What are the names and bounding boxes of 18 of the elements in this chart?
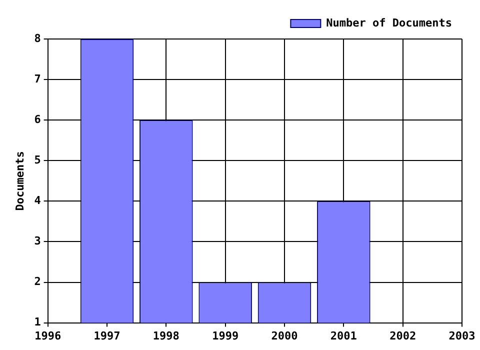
x-tick-label: 1998: [152, 329, 180, 342]
x-tick-label: 1999: [212, 329, 239, 342]
x-tick-label: 2002: [390, 329, 416, 342]
x-tick-label: 2000: [271, 329, 298, 342]
y-tick-label: 8: [34, 32, 41, 45]
legend-label: Number of Documents: [326, 16, 452, 30]
x-tick-label: 2001: [330, 329, 358, 342]
y-tick-label: 4: [34, 194, 42, 208]
x-tick-label: 1997: [94, 329, 120, 342]
x-tick-label: 2003: [448, 329, 476, 342]
y-tick-label: 2: [34, 275, 41, 288]
y-tick-label: 1: [34, 316, 42, 329]
y-tick-label: 7: [34, 72, 41, 86]
y-tick-label: 5: [34, 153, 41, 166]
y-tick-label: 6: [34, 112, 42, 126]
x-tick-label: 1996: [34, 329, 62, 342]
y-axis-title: Documents: [13, 151, 26, 211]
y-tick-label: 3: [34, 234, 41, 248]
